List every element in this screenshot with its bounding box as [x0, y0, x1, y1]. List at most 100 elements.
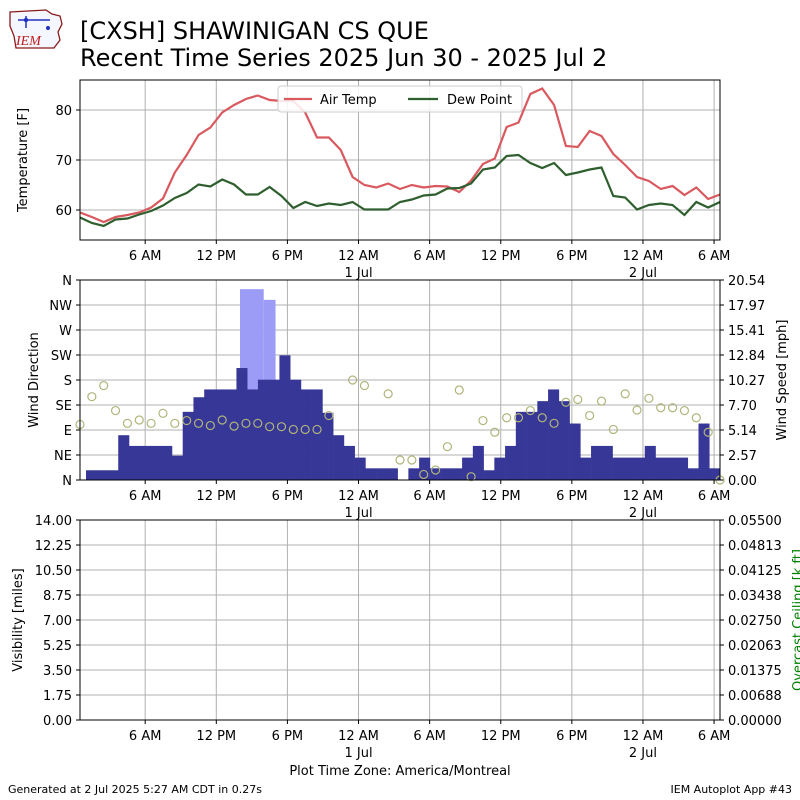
- ceiling-tick-label: 0.04125: [728, 564, 782, 579]
- t-xtick-label: 6 PM: [556, 249, 587, 264]
- t-ytick-label: 60: [55, 204, 72, 219]
- wind-speed-bar: [376, 468, 388, 480]
- wind-direction-point: [454, 385, 464, 395]
- wind-speed-bar: [687, 468, 699, 480]
- wind-direction-point: [182, 415, 192, 426]
- ceiling-tick-label: 0.00000: [728, 714, 782, 729]
- wind-speed-bar: [257, 379, 269, 480]
- wind-speed-bar: [655, 457, 667, 480]
- wind-speed-bar: [171, 455, 184, 480]
- t-ytick-label: 70: [55, 154, 72, 169]
- wind-speed-bar: [408, 468, 420, 480]
- wind-speed-bar: [268, 379, 280, 480]
- wind-direction-point: [288, 424, 298, 435]
- wind-speed-bar: [150, 445, 162, 480]
- wind-direction-point: [229, 421, 239, 431]
- t-ytick-label: 80: [55, 104, 72, 119]
- chart-title-station: [CXSH] SHAWINIGAN CS QUE: [80, 17, 429, 45]
- wind-speed-tick-label: 2.57: [728, 449, 757, 464]
- ceiling-tick-label: 0.02750: [728, 614, 782, 629]
- chart-title-period: Recent Time Series 2025 Jun 30 - 2025 Ju…: [80, 44, 608, 72]
- wind-speed-bar: [290, 379, 302, 480]
- wind-speed-bar: [279, 355, 291, 480]
- wind-speed-bar: [666, 457, 678, 480]
- wind-speed-bar: [225, 389, 237, 480]
- w-xtick-label: 6 AM: [129, 489, 162, 504]
- wind-speed-bar: [526, 411, 538, 480]
- wind-direction-point: [585, 410, 595, 421]
- t-xtick-label: 6 AM: [413, 249, 446, 264]
- w-date-label: 2 Jul: [629, 506, 657, 521]
- wind-speed-bar: [569, 423, 581, 480]
- wind-speed-bar: [591, 445, 603, 480]
- t-xtick-label: 6 AM: [129, 249, 162, 264]
- wind-direction-point: [347, 375, 358, 385]
- wind-direction-point: [87, 392, 97, 402]
- wind-direction-point: [502, 413, 512, 423]
- wind-direction-point: [146, 418, 156, 428]
- wind-direction-point: [549, 418, 559, 428]
- wind-speed-bar: [644, 445, 656, 480]
- wind-direction-point: [691, 413, 701, 423]
- wind-speed-bar: [333, 435, 345, 480]
- wind-speed-bar: [386, 468, 398, 480]
- wind-dir-tick-label: W: [59, 324, 72, 339]
- wind-speed-bar: [247, 389, 259, 480]
- w-date-label: 1 Jul: [344, 506, 372, 521]
- logo-text: IEM: [15, 34, 42, 49]
- wind-speed-tick-label: 12.84: [728, 349, 765, 364]
- t-xtick-label: 6 PM: [272, 249, 303, 264]
- wind-speed-bar: [709, 468, 721, 480]
- ceiling-tick-label: 0.02063: [728, 639, 782, 654]
- t-xtick-label: 12 PM: [481, 249, 521, 264]
- air-temp-line: [79, 87, 721, 224]
- w-frame: [79, 279, 721, 481]
- w-xtick-label: 6 AM: [698, 489, 731, 504]
- wind-speed-tick-label: 10.27: [728, 374, 765, 389]
- v-frame: [79, 519, 721, 721]
- wind-speed-bar: [128, 445, 141, 480]
- wind-direction-point: [419, 469, 429, 480]
- wind-dir-tick-label: NE: [54, 449, 72, 464]
- wind-dir-tick-label: SE: [56, 399, 72, 414]
- wind-direction-point: [442, 442, 453, 452]
- w-xtick-label: 12 PM: [481, 489, 521, 504]
- wind-direction-point: [667, 403, 678, 413]
- w-xtick-label: 12 AM: [623, 489, 664, 504]
- generated-timestamp: Generated at 2 Jul 2025 5:27 AM CDT in 0…: [8, 783, 262, 796]
- wind-direction-point: [596, 396, 607, 406]
- wind-direction-point: [561, 397, 571, 407]
- app-credit: IEM Autoplot App #43: [670, 783, 793, 796]
- v-date-label: 1 Jul: [344, 746, 372, 761]
- ceiling-tick-label: 0.00688: [728, 689, 782, 704]
- v-xtick-label: 12 AM: [623, 729, 664, 744]
- wind-dir-tick-label: N: [62, 274, 72, 289]
- wind-speed-bar: [365, 468, 377, 480]
- ceiling-tick-label: 0.05500: [728, 514, 782, 529]
- wind-direction-point: [644, 393, 654, 403]
- wind-dir-tick-label: NW: [49, 299, 72, 314]
- t-frame: [79, 79, 721, 241]
- wind-direction-point: [300, 424, 310, 435]
- v-xtick-label: 6 AM: [413, 729, 446, 744]
- wind-direction-point: [525, 405, 535, 416]
- visibility-tick-label: 7.00: [43, 614, 72, 629]
- wind-speed-tick-label: 5.14: [728, 424, 757, 439]
- wind-speed-bar: [300, 389, 312, 480]
- wind-speed-tick-label: 7.70: [728, 399, 757, 414]
- wind-direction-point: [513, 413, 524, 423]
- wind-direction-point: [193, 418, 204, 428]
- w-xtick-label: 6 AM: [413, 489, 446, 504]
- wind-direction-point: [703, 427, 713, 437]
- wind-direction-point: [134, 415, 144, 425]
- wind-dir-tick-label: S: [64, 374, 72, 389]
- wind-speed-bar: [118, 435, 130, 480]
- wind-speed-bar: [601, 445, 613, 480]
- v-xtick-label: 6 PM: [272, 729, 303, 744]
- wind-speed-tick-label: 20.54: [728, 274, 765, 289]
- wind-direction-point: [407, 455, 417, 465]
- wind-speed-bar: [558, 401, 570, 480]
- iem-logo: IEM: [9, 9, 63, 49]
- wind-speed-bar: [548, 389, 560, 480]
